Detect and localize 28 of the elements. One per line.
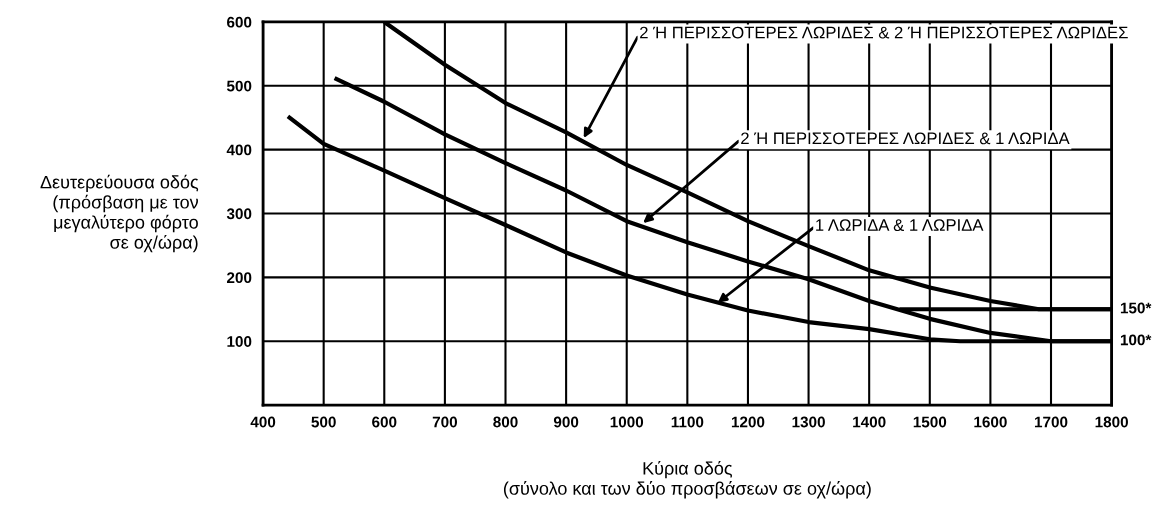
x-tick-label: 500: [311, 416, 336, 428]
x-tick-label: 1000: [610, 416, 644, 428]
annotation: 1 ΛΩΡΙΔΑ & 1 ΛΩΡΙΔΑ: [816, 219, 984, 231]
y-axis-title: Δευτερεύουσα οδός (πρόσβαση με τον μεγαλύτερο φόρτο σε οχ/ώρα): [40, 174, 199, 253]
y-tick-label: 100: [227, 336, 252, 347]
y-tick-label: 600: [227, 16, 252, 28]
y-tick-label: 500: [226, 80, 252, 92]
x-tick-label: 1600: [974, 416, 1007, 428]
annotation: 2 Ή ΠΕΡΙΣΣΟΤΕΡΕΣ ΛΩΡΙΔΕΣ & 2 Ή ΠΕΡΙΣΣΟΤΕΡΕΣ ΛΩΡΙΔΕΣ: [640, 26, 1128, 39]
x-tick-label: 700: [432, 416, 458, 428]
annotation: 100*: [1120, 334, 1152, 346]
annotation: 150*: [1120, 302, 1152, 314]
x-tick-label: 1200: [731, 416, 765, 428]
y-tick-label: 200: [227, 272, 252, 284]
x-tick-label: 1500: [913, 416, 947, 428]
y-tick-label: 400: [226, 144, 252, 156]
x-tick-label: 1300: [792, 416, 825, 428]
annotation: 2 Ή ΠΕΡΙΣΣΟΤΕΡΕΣ ΛΩΡΙΔΕΣ & 1 ΛΩΡΙΔΑ: [741, 132, 1070, 145]
x-axis-title: Κύρια οδός (σύνολο και των δύο προσβάσεων σε οχ/ώρα): [503, 460, 871, 499]
x-tick-label: 600: [372, 416, 397, 428]
x-tick-label: 1100: [671, 416, 704, 428]
x-tick-label: 1400: [853, 416, 886, 428]
x-tick-label: 1800: [1095, 416, 1128, 428]
x-tick-label: 800: [493, 416, 518, 428]
x-tick-label: 1700: [1034, 416, 1068, 428]
y-tick-label: 300: [226, 208, 252, 220]
x-tick-label: 900: [553, 416, 579, 428]
x-tick-label: 400: [250, 416, 276, 428]
